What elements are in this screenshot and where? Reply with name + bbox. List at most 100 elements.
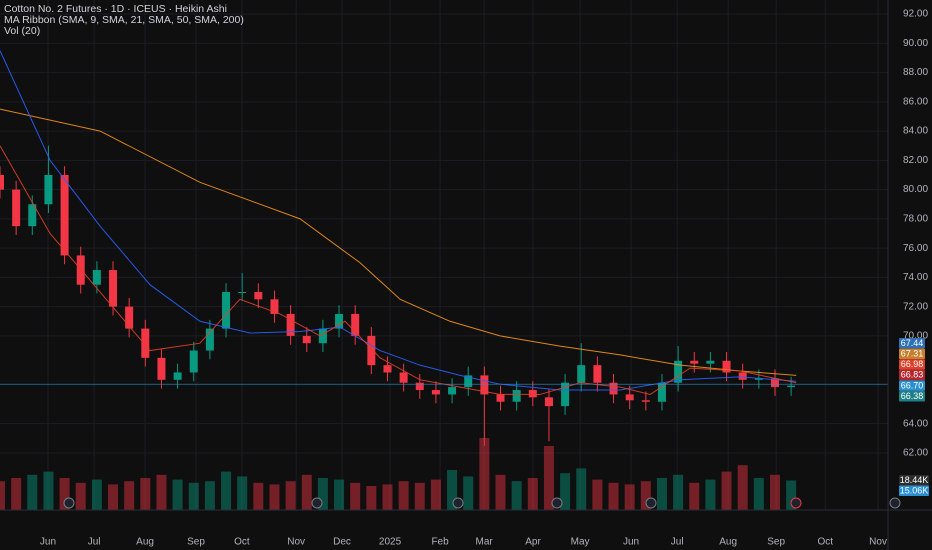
moving-averages [0,50,888,395]
y-tick-label: 62.00 [903,448,928,459]
volume-bar [624,484,635,510]
volume-bar [576,468,587,510]
grid [0,0,888,510]
candle-body [367,335,376,366]
volume-bar [527,478,538,510]
candle-body [254,292,263,300]
candle-body [351,313,360,336]
price-tag [899,369,925,381]
volume-bar [253,482,264,510]
price-tag [899,380,925,391]
volume-bar [59,478,70,510]
volume-bar [592,479,603,510]
candle-body [141,328,150,358]
candle-body [92,270,101,285]
candle-body [431,390,440,395]
x-tick-label: Oct [817,537,833,548]
candle-body [464,375,473,388]
event-icon[interactable] [645,497,657,509]
candle-body [657,382,666,402]
candle-body [577,365,586,383]
volume [0,438,797,510]
volume-bar [11,478,22,510]
price-tag-label: 66.70 [901,380,924,390]
volume-bar [479,438,490,510]
x-tick-label: Mar [476,537,494,548]
candle-body [770,378,779,388]
volume-bar [511,481,522,510]
volume-bar [689,482,700,510]
volume-bar [301,474,312,510]
candle-body [28,204,37,227]
volume-bar [188,482,199,510]
volume-bar [414,482,425,510]
volume-tag-label: 18.44K [900,475,929,485]
x-tick-label: Aug [136,537,154,548]
volume-bar [673,474,684,510]
volume-bar [0,481,5,510]
candle-body [593,365,602,383]
x-tick-label: Jun [623,537,639,548]
event-icon[interactable] [551,497,563,509]
volume-tag-label: 15.06K [900,485,929,495]
candle-body [448,387,457,395]
candle-body [60,174,69,256]
event-icon[interactable] [311,497,323,509]
x-tick-label: Jul [88,537,101,548]
volume-bar [769,474,780,510]
candle-body [270,299,279,314]
y-tick-label: 80.00 [903,184,928,195]
event-icon[interactable] [790,497,802,509]
candle-body [286,313,295,336]
volume-bar [350,482,361,510]
volume-bar [543,446,554,510]
candle-body [335,313,344,329]
volume-bar [447,470,458,510]
candle-body [561,382,570,407]
volume-bar [43,471,54,510]
y-tick-label: 90.00 [903,38,928,49]
event-icon[interactable] [63,497,75,509]
x-tick-label: Sep [767,537,785,548]
chart-title: Cotton No. 2 Futures · 1D · ICEUS · Heik… [4,3,227,15]
price-tag-label: 67.44 [901,338,924,348]
candle-body [222,292,231,329]
candle-body [738,372,747,380]
x-tick-label: Jun [40,537,56,548]
volume-bar [366,486,377,510]
axes: 62.00 64.00 70.00 72.00 74.00 76.00 78.00 80.00… [40,9,929,548]
volume-bar [737,465,748,510]
price-tag [899,359,925,370]
event-icons [63,497,901,509]
y-tick-label: 64.00 [903,418,928,429]
candles [0,145,796,446]
volume-tag [899,475,929,486]
y-tick-label: 74.00 [903,272,928,283]
candle-body [722,360,731,373]
event-icon[interactable] [889,497,901,509]
y-tick-label: 86.00 [903,96,928,107]
x-tick-label: 2025 [379,537,402,548]
volume-bar [656,478,667,510]
volume-bar [269,484,280,510]
y-tick-label: 70.00 [903,331,928,342]
candle-body [690,360,699,364]
price-tag [899,338,925,349]
candle-body [399,372,408,383]
volume-bar [172,479,183,510]
volume-bar [786,480,797,510]
moving-average-line [0,50,797,391]
candle-body [157,357,166,380]
candle-body [173,372,182,380]
moving-average-line [0,108,797,376]
volume-bar [75,482,86,510]
volume-bar [560,473,571,510]
candle-body [125,306,134,329]
indicator-label: MA Ribbon (SMA, 9, SMA, 21, SMA, 50, SMA… [4,14,244,26]
volume-bar [108,484,119,510]
y-tick-label: 78.00 [903,214,928,225]
event-icon[interactable] [452,497,464,509]
volume-bar [334,479,345,510]
